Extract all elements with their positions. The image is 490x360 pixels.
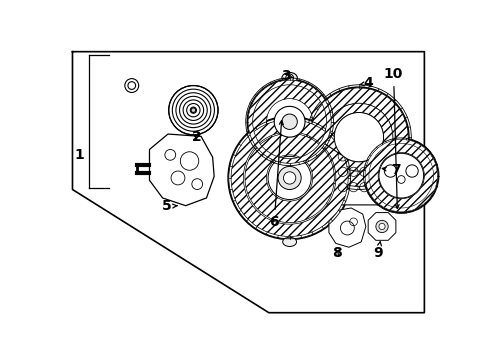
Circle shape xyxy=(128,82,136,89)
Circle shape xyxy=(365,139,438,213)
Text: 3: 3 xyxy=(281,68,294,82)
Circle shape xyxy=(384,165,397,177)
Text: 10: 10 xyxy=(384,67,403,208)
Wedge shape xyxy=(365,139,438,212)
Text: 4: 4 xyxy=(360,76,373,90)
Circle shape xyxy=(282,114,297,130)
Circle shape xyxy=(268,156,311,199)
Circle shape xyxy=(278,166,301,189)
Text: 9: 9 xyxy=(373,242,383,260)
Wedge shape xyxy=(367,141,436,210)
Circle shape xyxy=(125,78,139,93)
Circle shape xyxy=(228,116,351,239)
Polygon shape xyxy=(329,208,366,247)
Wedge shape xyxy=(325,103,393,171)
Wedge shape xyxy=(231,120,348,237)
Polygon shape xyxy=(149,134,214,206)
Circle shape xyxy=(376,220,388,233)
Wedge shape xyxy=(248,80,331,163)
Text: 1: 1 xyxy=(74,148,84,162)
Circle shape xyxy=(379,223,385,230)
Circle shape xyxy=(274,106,305,137)
Text: 2: 2 xyxy=(193,130,202,144)
Wedge shape xyxy=(249,82,330,162)
Circle shape xyxy=(191,108,196,112)
Circle shape xyxy=(406,165,418,177)
Circle shape xyxy=(247,80,332,164)
Wedge shape xyxy=(245,133,334,222)
Circle shape xyxy=(286,74,294,82)
Text: 6: 6 xyxy=(270,121,283,229)
Polygon shape xyxy=(368,213,396,240)
Ellipse shape xyxy=(283,237,296,247)
Circle shape xyxy=(379,153,423,198)
FancyBboxPatch shape xyxy=(327,139,381,205)
Text: 8: 8 xyxy=(333,246,342,260)
Ellipse shape xyxy=(282,72,297,83)
Circle shape xyxy=(283,172,296,184)
Text: 5: 5 xyxy=(162,199,177,213)
Circle shape xyxy=(341,149,345,154)
Circle shape xyxy=(334,112,384,162)
Text: 7: 7 xyxy=(382,163,401,177)
Wedge shape xyxy=(310,88,408,186)
